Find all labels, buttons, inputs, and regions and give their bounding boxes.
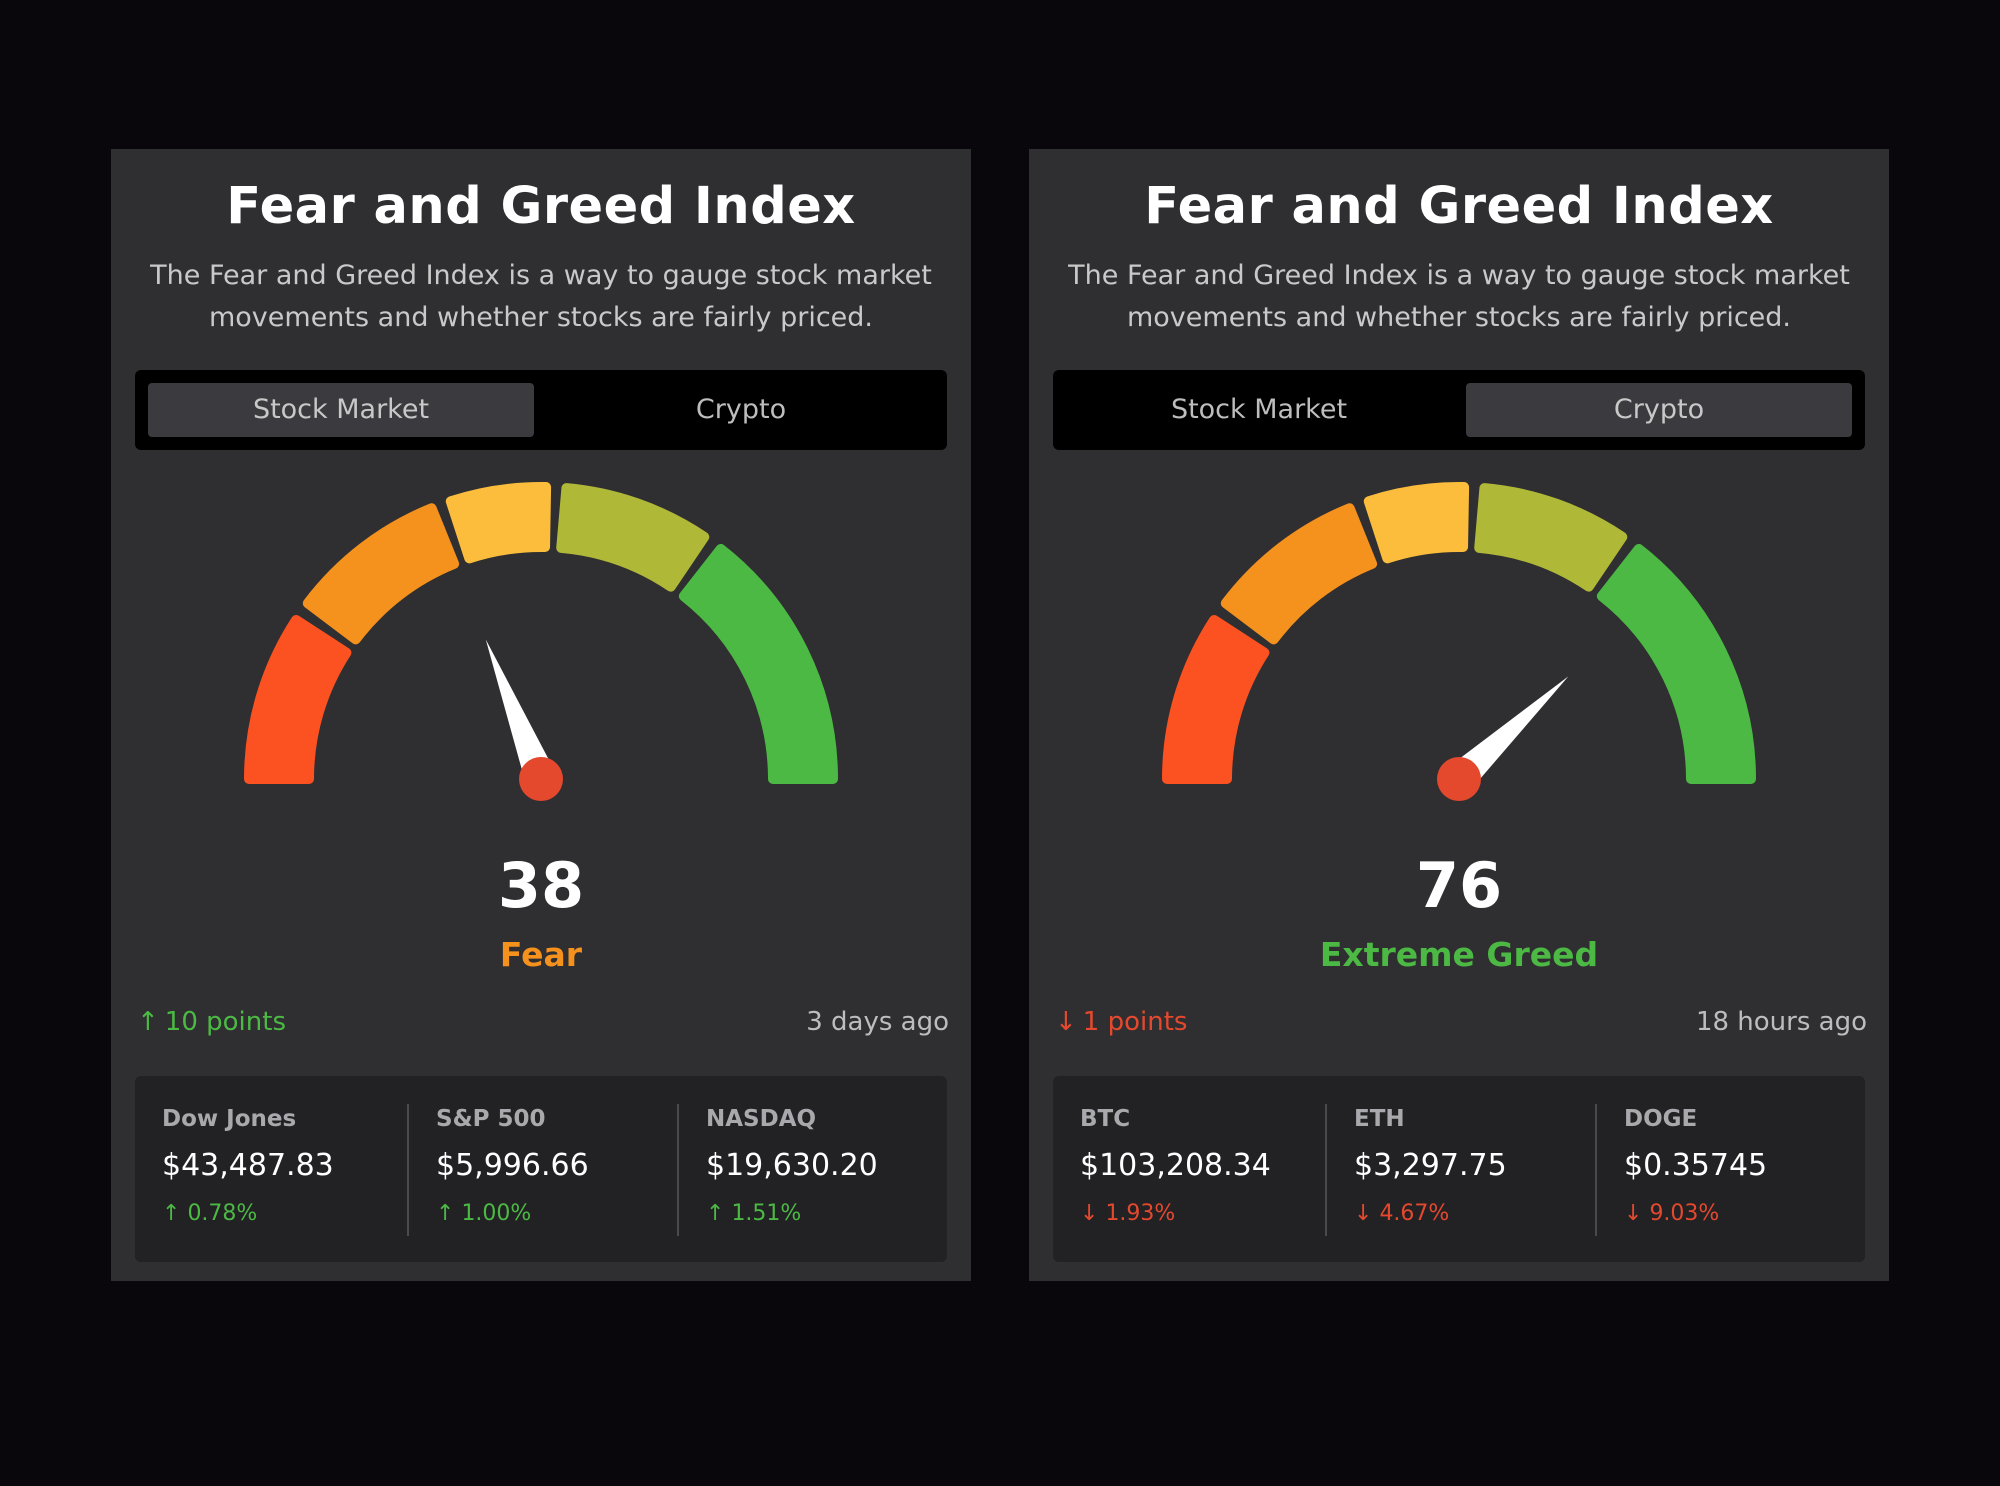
gauge-needle (1448, 676, 1569, 791)
tab-stock-market[interactable]: Stock Market (148, 383, 534, 437)
ticker-change-value: 0.78% (187, 1201, 258, 1226)
ticker-change: ↑ 0.78% (162, 1201, 407, 1226)
arrow-up-icon: ↑ (436, 1201, 455, 1226)
gauge-segments (1162, 482, 1756, 784)
ticker-panel: BTC $103,208.34 ↓ 1.93% ETH $3,297.75 ↓ … (1053, 1076, 1865, 1262)
tab-crypto[interactable]: Crypto (1466, 383, 1852, 437)
ticker-change: ↓ 9.03% (1624, 1201, 1865, 1226)
card-title: Fear and Greed Index (226, 177, 856, 236)
ticker-eth: ETH $3,297.75 ↓ 4.67% (1325, 1104, 1595, 1236)
fear-greed-card-crypto: Fear and Greed Index The Fear and Greed … (1029, 149, 1889, 1281)
arrow-up-icon: ↑ (162, 1201, 181, 1226)
gauge-segment (1596, 543, 1756, 784)
tab-crypto[interactable]: Crypto (695, 394, 787, 425)
gauge-segment (1220, 503, 1378, 645)
index-sentiment-label: Fear (499, 935, 583, 974)
gauge-segments (244, 482, 838, 784)
ticker-price: $19,630.20 (706, 1148, 878, 1183)
ticker-name: DOGE (1624, 1106, 1698, 1132)
ticker-change: ↑ 1.51% (706, 1201, 947, 1226)
gauge-segment (244, 614, 352, 784)
ticker-nasdaq: NASDAQ $19,630.20 ↑ 1.51% (677, 1104, 947, 1236)
ticker-name: BTC (1080, 1106, 1131, 1132)
ticker-change: ↓ 1.93% (1080, 1201, 1325, 1226)
fear-greed-gauge (244, 482, 838, 801)
index-sentiment-label: Extreme Greed (1319, 935, 1599, 974)
arrow-down-icon: ↓ (1055, 1007, 1077, 1037)
ticker-name: Dow Jones (162, 1106, 297, 1132)
gauge-needle-hub (1437, 757, 1481, 801)
ticker-price: $0.35745 (1624, 1148, 1768, 1183)
ticker-change-value: 1.93% (1105, 1201, 1176, 1226)
gauge-segment (1162, 614, 1270, 784)
gauge-needle-hub (519, 757, 563, 801)
card-title: Fear and Greed Index (1144, 177, 1774, 236)
ticker-change-value: 9.03% (1649, 1201, 1720, 1226)
market-tabs: Stock Market Crypto (135, 370, 947, 450)
last-updated: 18 hours ago (1695, 1007, 1867, 1037)
arrow-down-icon: ↓ (1354, 1201, 1373, 1226)
market-tabs: Stock Market Crypto (1053, 370, 1865, 450)
points-change-text: 1 points (1082, 1007, 1188, 1037)
gauge-segment (678, 543, 838, 784)
ticker-btc: BTC $103,208.34 ↓ 1.93% (1053, 1076, 1325, 1262)
gauge-segment (556, 483, 710, 592)
ticker-name: NASDAQ (706, 1106, 817, 1132)
arrow-up-icon: ↑ (137, 1007, 159, 1037)
ticker-change-value: 4.67% (1379, 1201, 1450, 1226)
arrow-up-icon: ↑ (706, 1201, 725, 1226)
gauge-segment (1363, 482, 1470, 564)
ticker-name: ETH (1354, 1106, 1405, 1132)
points-change: ↑ 10 points (137, 1007, 286, 1037)
ticker-price: $3,297.75 (1354, 1148, 1507, 1183)
arrow-down-icon: ↓ (1080, 1201, 1099, 1226)
gauge-segment (445, 482, 552, 564)
arrow-down-icon: ↓ (1624, 1201, 1643, 1226)
points-change: ↓ 1 points (1055, 1007, 1187, 1037)
ticker-dow-jones: Dow Jones $43,487.83 ↑ 0.78% (135, 1076, 407, 1262)
ticker-price: $103,208.34 (1080, 1148, 1271, 1183)
ticker-change-value: 1.51% (731, 1201, 802, 1226)
card-description: The Fear and Greed Index is a way to gau… (1068, 260, 1850, 333)
ticker-doge: DOGE $0.35745 ↓ 9.03% (1595, 1104, 1865, 1236)
ticker-change: ↓ 4.67% (1354, 1201, 1595, 1226)
ticker-change: ↑ 1.00% (436, 1201, 677, 1226)
ticker-price: $43,487.83 (162, 1148, 334, 1183)
last-updated: 3 days ago (806, 1007, 949, 1037)
gauge-segment (1474, 483, 1628, 592)
fear-greed-card-stock: Fear and Greed Index The Fear and Greed … (111, 149, 971, 1281)
fear-greed-gauge (1162, 482, 1756, 801)
index-value: 38 (497, 849, 585, 922)
gauge-needle (485, 639, 556, 785)
ticker-sp500: S&P 500 $5,996.66 ↑ 1.00% (407, 1104, 677, 1236)
ticker-price: $5,996.66 (436, 1148, 589, 1183)
points-change-text: 10 points (164, 1007, 286, 1037)
ticker-change-value: 1.00% (461, 1201, 532, 1226)
gauge-segment (302, 503, 460, 645)
card-description: The Fear and Greed Index is a way to gau… (150, 260, 932, 333)
ticker-panel: Dow Jones $43,487.83 ↑ 0.78% S&P 500 $5,… (135, 1076, 947, 1262)
ticker-name: S&P 500 (436, 1106, 546, 1132)
tab-stock-market[interactable]: Stock Market (1170, 394, 1348, 425)
index-value: 76 (1415, 849, 1503, 922)
